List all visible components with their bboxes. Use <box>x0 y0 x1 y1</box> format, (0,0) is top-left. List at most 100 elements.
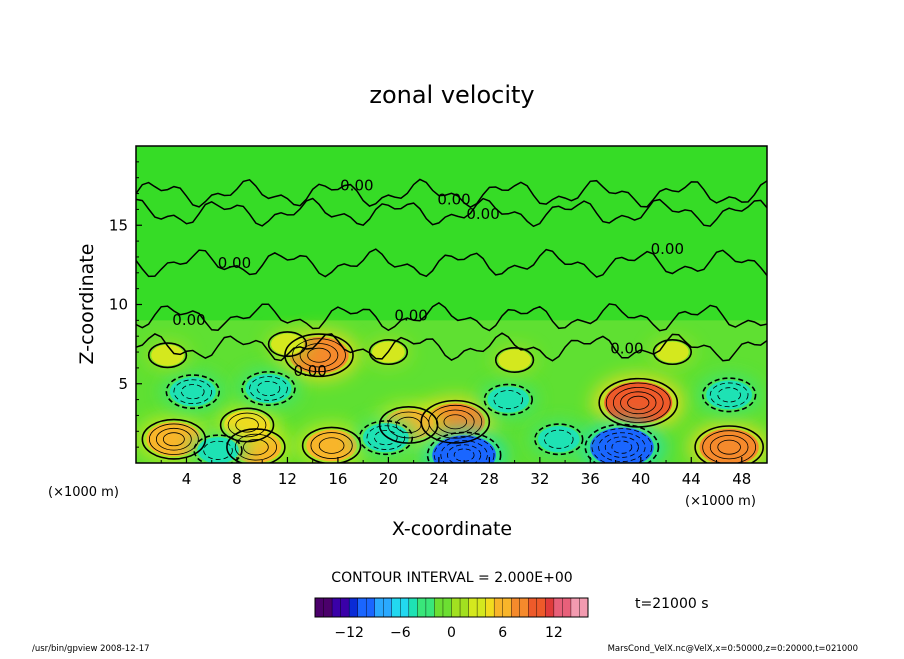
positive-velocity-cell <box>151 344 184 366</box>
colorbar-swatch <box>451 597 461 618</box>
positive-velocity-cell <box>271 333 304 355</box>
colorbar-swatch <box>340 597 350 618</box>
colorbar-swatch <box>374 597 384 618</box>
contour-label: 0.00 <box>610 340 643 358</box>
x-unit-right: (×1000 m) <box>685 494 756 509</box>
positive-contour-line <box>148 423 199 455</box>
positive-velocity-cell <box>146 422 202 457</box>
x-tick-label: 12 <box>278 470 297 488</box>
contour-label: 0.00 <box>437 191 470 209</box>
negative-velocity-cell <box>169 377 216 407</box>
positive-contour-line <box>234 433 277 461</box>
y-tick-label: 15 <box>109 216 128 234</box>
footer-right: MarsCond_VelX.nc@VelX,x=0:50000,z=0:2000… <box>608 644 858 654</box>
y-axis: 5 10 15 <box>109 161 142 448</box>
positive-contour-line <box>443 414 468 430</box>
positive-contour-line <box>227 412 267 438</box>
contour-label: 0.00 <box>340 176 373 194</box>
positive-contour-line <box>620 391 657 415</box>
upper-layer-band <box>136 146 767 321</box>
positive-contour-line <box>612 387 664 419</box>
colorbar-tick-label: −6 <box>390 625 411 641</box>
colorbar-swatch <box>323 597 333 618</box>
colorbar-swatch <box>400 597 410 618</box>
negative-contour-line <box>374 430 398 446</box>
x-tick-label: 32 <box>530 470 549 488</box>
positive-contour-line <box>378 405 439 444</box>
positive-contour-line <box>141 418 207 460</box>
negative-contour-line <box>256 380 281 397</box>
positive-velocity-cell <box>604 381 673 424</box>
colorbar-swatch <box>383 597 393 618</box>
positive-contour-line <box>162 432 185 447</box>
colorbar-swatch <box>434 597 444 618</box>
colorbar-swatch <box>391 597 401 618</box>
plot-area: 0.000.000.000.000.000.00 0.000.000.00 <box>135 145 768 464</box>
positive-contour-line <box>627 395 650 410</box>
positive-contour-line <box>299 343 339 368</box>
colorbar-ticks: −12 −6 0 6 12 <box>334 625 562 641</box>
negative-contour-line <box>433 436 495 463</box>
negative-contour-line <box>193 434 243 463</box>
negative-contour-line <box>483 383 534 416</box>
x-tick-label: 16 <box>328 470 347 488</box>
colorbar-swatch <box>365 597 376 618</box>
positive-contour-line <box>267 331 308 358</box>
negative-contour-line <box>584 423 660 463</box>
negative-contour-line <box>591 428 653 463</box>
x-tick-label: 28 <box>480 470 499 488</box>
colorbar-swatch <box>442 597 453 618</box>
negative-contour-line <box>165 374 221 410</box>
zero-contour-line <box>136 178 767 209</box>
negative-contour-line <box>534 423 584 456</box>
colorbar-swatch <box>348 597 359 618</box>
positive-contour-line <box>235 417 259 433</box>
x-tick-label: 40 <box>631 470 650 488</box>
x-axis-label: X-coordinate <box>392 518 512 540</box>
positive-velocity-cell <box>498 349 531 371</box>
positive-contour-line <box>243 438 269 456</box>
colorbar-swatch <box>485 597 495 618</box>
y-axis-label: Z-coordinate <box>76 244 98 365</box>
colorbar-swatch <box>314 597 325 618</box>
velocity-field <box>136 146 767 463</box>
positive-contour-line <box>605 382 671 423</box>
contour-lines <box>136 178 767 463</box>
positive-velocity-cell <box>306 429 357 462</box>
colorbar-tick-label: 0 <box>447 625 456 641</box>
positive-contour-line <box>652 339 693 366</box>
colorbar-swatch <box>528 597 538 618</box>
positive-contour-line <box>368 339 409 366</box>
x-tick-label: 48 <box>732 470 751 488</box>
y-tick-label: 5 <box>118 375 128 393</box>
negative-contour-line <box>493 390 524 410</box>
positive-contour-line <box>155 427 192 451</box>
zero-contour-line <box>136 197 767 228</box>
negative-contour-line <box>366 425 406 450</box>
negative-contour-line <box>358 420 414 456</box>
time-label: t=21000 s <box>635 596 709 612</box>
colorbar-swatch <box>519 597 529 618</box>
negative-velocity-cell <box>362 423 409 453</box>
contour-labels: 0.000.000.000.000.000.00 0.000.000.00 <box>172 176 684 379</box>
colorbar <box>314 597 589 618</box>
negative-contour-line <box>604 436 639 458</box>
x-axis: 4 8 12 16 20 24 28 32 36 40 44 48 <box>160 457 751 488</box>
colorbar-swatch <box>536 597 546 618</box>
colorbar-swatch <box>579 597 589 618</box>
x-tick-label: 24 <box>429 470 448 488</box>
zero-contour-line <box>136 302 767 332</box>
negative-contour-line <box>447 444 482 463</box>
x-tick-label: 4 <box>182 470 192 488</box>
contour-label: 0.00 <box>172 311 205 329</box>
contour-label: 0.00 <box>218 254 251 272</box>
negative-contour-line <box>440 440 488 463</box>
colorbar-swatch <box>331 597 342 618</box>
negative-velocity-cell <box>245 374 292 404</box>
colorbar-tick-label: 12 <box>545 625 563 641</box>
contour-label: 0.00 <box>466 205 499 223</box>
colorbar-swatch <box>357 597 367 618</box>
positive-contour-line <box>387 411 430 439</box>
positive-contour-line <box>717 439 741 455</box>
